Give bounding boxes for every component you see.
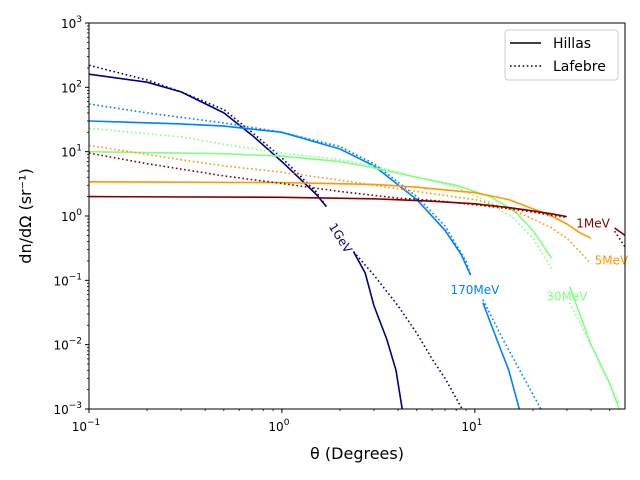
series-1gev-hillas-line [89,73,328,208]
y-tick-label: 103 [61,15,82,31]
y-tick-label: 102 [61,79,82,95]
series-1mev-hillas-line-2 [614,227,625,237]
y-tick-label: 10−1 [53,272,82,288]
series-1mev-hillas-line [89,195,568,218]
series-1gev-lafebre-line [89,64,328,208]
x-ticks: 10−1 100 101 [72,409,611,434]
series-1gev-lafebre-line-2 [352,251,463,409]
x-tick-label: 101 [461,418,482,434]
plot-background [89,23,625,409]
series-1gev-hillas-line-2 [352,251,403,409]
curve-label-170mev: 170MeV [450,283,500,297]
series-5mev-hillas-line [89,181,592,240]
curve-label-30mev: 30MeV [546,290,588,304]
legend-lafebre-label: Lafebre [553,59,606,75]
x-axis-label: θ (Degrees) [310,444,404,463]
y-tick-label: 100 [61,208,82,224]
x-tick-label: 100 [268,418,289,434]
series-1mev-lafebre-line-2 [613,230,625,248]
series-30mev-lafebre-line-2 [568,302,620,405]
series-170mev-hillas-line [89,120,472,276]
curve-label-5mev: 5MeV [595,254,629,268]
x-tick-label: 10−1 [72,418,101,434]
y-tick-label: 10−3 [53,401,82,417]
y-ticks: 10−3 10−2 10−1 100 101 102 103 [53,15,89,417]
curve-label-1mev: 1MeV [576,217,610,231]
series-170mev-hillas-line-2 [482,302,521,409]
series-170mev-lafebre-line-2 [482,299,542,409]
y-tick-label: 101 [61,144,82,160]
plot-lines [89,64,625,409]
y-axis-label: dn/dΩ (sr⁻¹) [16,168,35,263]
legend: Hillas Lafebre [504,29,619,81]
series-170mev-lafebre-line [89,103,472,276]
legend-hillas-label: Hillas [553,36,591,52]
y-tick-label: 10−2 [53,337,82,353]
